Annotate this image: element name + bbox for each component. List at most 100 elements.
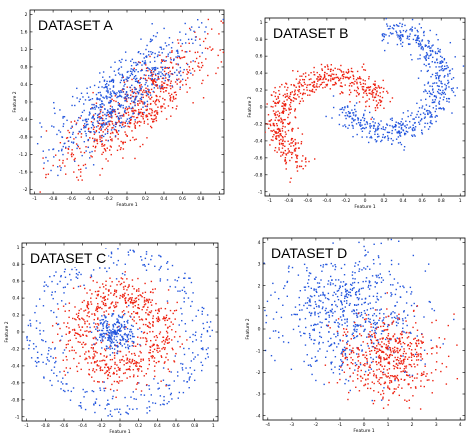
data-point [138,125,141,127]
data-point [394,312,396,314]
data-point [108,371,111,374]
data-point [315,379,317,382]
data-point [452,87,454,89]
data-point [91,344,93,346]
data-point [389,124,391,127]
data-point [74,104,76,107]
data-point [108,335,111,337]
data-point [125,91,128,94]
data-point [143,263,146,266]
data-point [344,297,346,299]
data-point [79,405,82,407]
data-point [367,303,370,305]
data-point [428,40,430,43]
data-point [178,55,181,58]
data-point [104,359,106,362]
data-point [64,310,66,312]
data-point [440,93,443,96]
data-point [173,336,176,338]
data-point [192,42,194,45]
data-point [272,100,275,103]
data-point [338,326,340,328]
data-point [123,85,125,87]
data-point [418,107,421,109]
data-point [399,132,401,135]
data-point [360,119,362,122]
data-point [128,304,130,307]
data-point [194,60,196,63]
data-point [297,142,299,144]
data-point [376,90,378,92]
data-point [392,284,394,286]
data-point [393,126,395,128]
data-point [118,325,120,327]
data-point [349,82,351,85]
data-point [313,339,315,341]
data-point [105,284,107,287]
data-point [435,72,437,75]
data-point [143,89,145,92]
data-point [34,311,36,314]
data-point [177,63,179,65]
data-point [447,81,450,84]
data-point [368,78,370,80]
data-point [285,95,287,97]
data-point [156,85,159,87]
data-point [326,311,328,314]
data-point [297,70,299,73]
data-point [318,282,321,284]
data-point [184,79,187,82]
data-point [383,382,386,385]
data-point [167,368,169,370]
data-point [408,363,410,366]
data-point [187,71,190,74]
data-point [140,38,142,40]
data-point [83,127,85,129]
data-point [375,377,378,379]
data-point [121,89,124,91]
data-point [175,56,177,58]
data-point [130,97,132,99]
data-point [372,319,375,322]
data-point [424,126,426,128]
data-point [421,105,424,107]
data-point [163,86,165,89]
data-point [111,340,113,342]
data-point [176,56,179,59]
data-point [304,72,307,74]
data-point [101,122,103,125]
chart-panel-d: -4 -3 -2 -1 0 1 2 3 4 -4 -3 -2 -1 0 1 2 3 4 Feature 1 Featu… [237,222,474,445]
data-point [148,68,150,70]
data-point [381,139,383,142]
data-point [100,341,103,344]
data-point [65,137,68,139]
data-point [284,104,286,106]
data-point [192,67,194,70]
data-point [302,93,304,95]
data-point [296,165,299,167]
data-point [60,381,63,383]
data-point [53,126,55,128]
data-point [199,44,201,46]
data-point [431,61,433,63]
data-point [163,27,165,30]
data-point [83,151,86,154]
data-point [290,142,292,144]
data-point [400,355,402,357]
data-point [188,42,190,44]
data-point [134,99,136,101]
data-point [391,143,393,145]
data-point [188,347,190,350]
data-point [137,370,140,372]
data-point [274,291,276,293]
data-point [72,131,74,134]
data-point [274,101,276,104]
data-point [359,315,362,317]
data-point [101,140,103,142]
data-point [81,326,84,328]
data-point [145,312,147,314]
data-point [435,345,438,347]
data-point [346,296,349,299]
data-point [64,374,67,376]
data-point [286,280,289,283]
